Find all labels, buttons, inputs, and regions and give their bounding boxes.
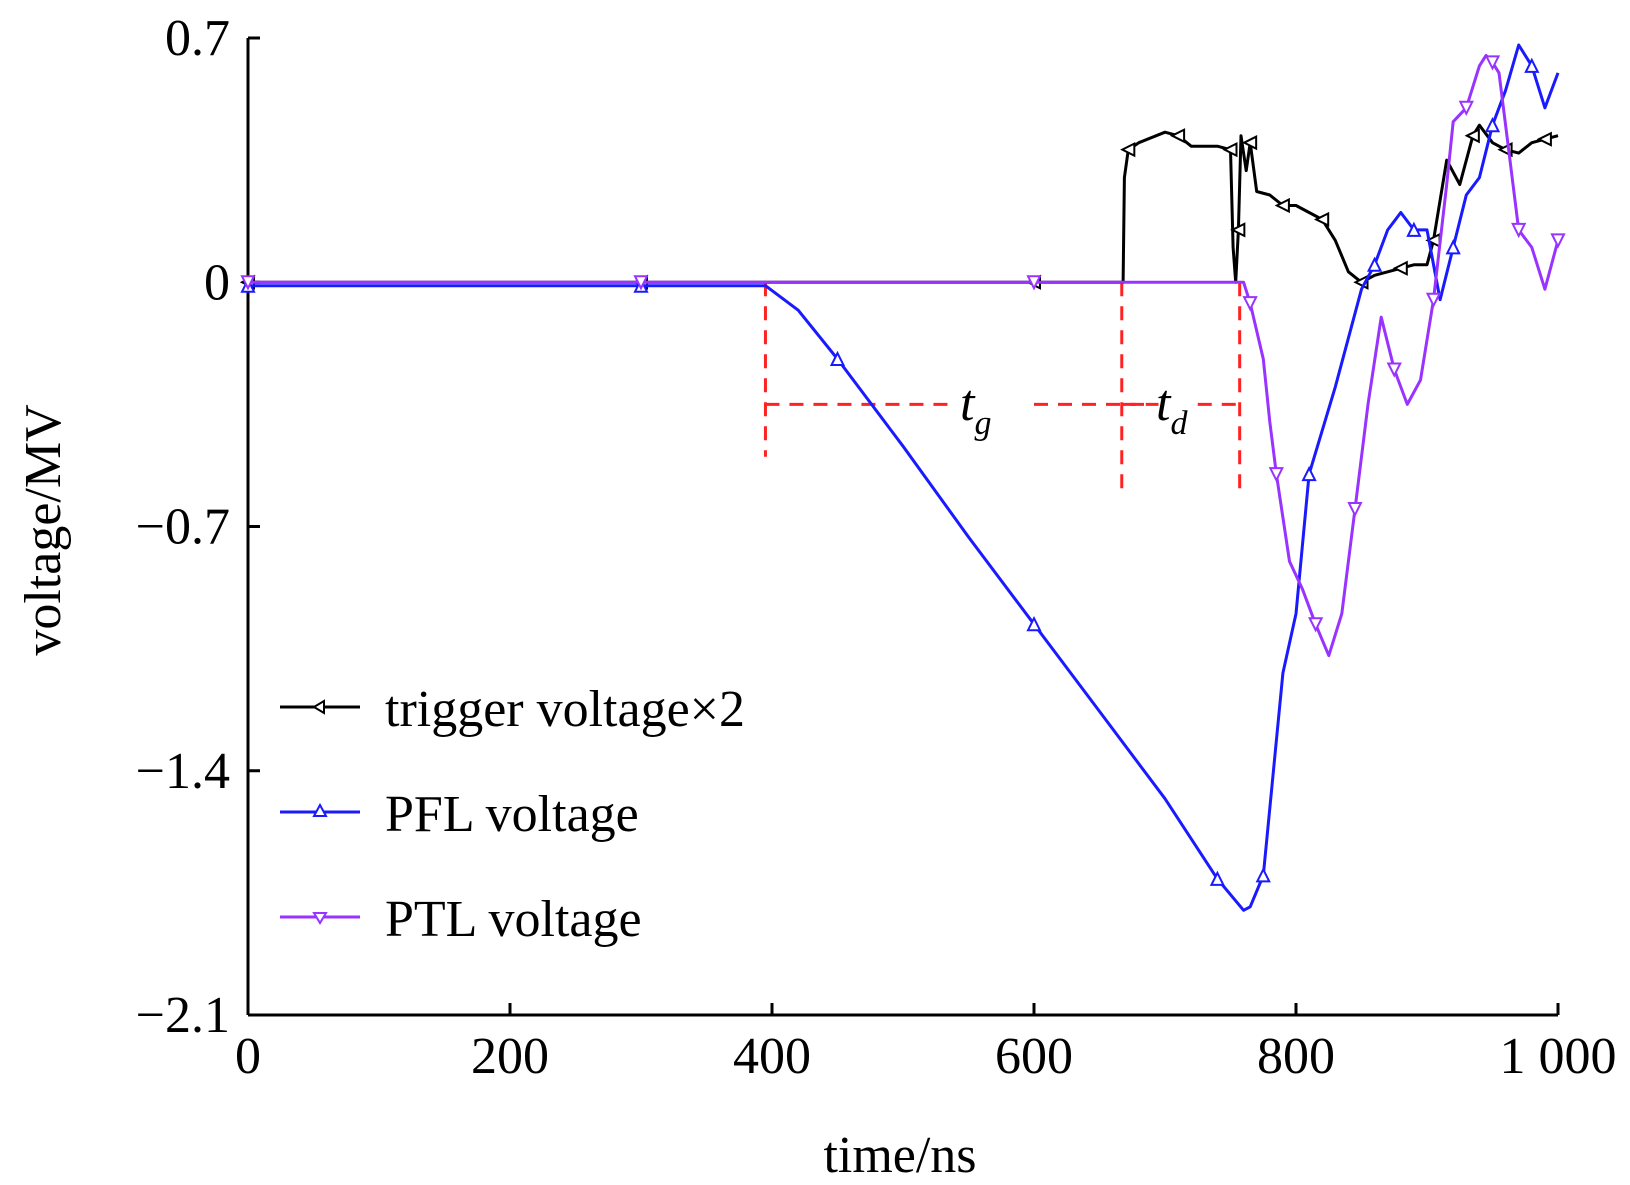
series-ptl xyxy=(240,53,1566,658)
data-point xyxy=(1242,296,1258,312)
data-point xyxy=(1026,615,1042,632)
data-point xyxy=(1268,467,1284,483)
data-point xyxy=(829,350,846,367)
data-point xyxy=(1255,867,1271,883)
series-line xyxy=(248,53,1560,658)
data-point xyxy=(1392,260,1408,276)
data-point xyxy=(1536,131,1552,147)
y-tick-label: −0.7 xyxy=(136,499,230,556)
legend-label-pfl: PFL voltage xyxy=(385,786,639,843)
tick-labels: 0 200 400 600 800 1 000 0.7 0 −0.7 −1.4 −2.1 xyxy=(136,10,1617,1085)
data-point xyxy=(1524,57,1540,73)
series-layer xyxy=(239,43,1566,912)
legend: trigger voltage×2 PFL voltage PTL voltag… xyxy=(280,681,745,948)
x-tick-label: 400 xyxy=(733,1028,811,1085)
annotation-td: td xyxy=(1156,375,1188,442)
data-point xyxy=(1458,100,1474,117)
data-point xyxy=(1425,292,1442,308)
data-point xyxy=(1484,116,1501,133)
y-tick-label: −1.4 xyxy=(136,743,230,800)
data-point xyxy=(1386,362,1402,378)
data-point xyxy=(1230,222,1246,238)
series-pfl xyxy=(240,43,1560,912)
data-point xyxy=(1209,870,1226,886)
series-line xyxy=(248,43,1560,912)
data-point xyxy=(633,275,649,291)
data-point xyxy=(240,275,256,291)
data-point xyxy=(1120,142,1136,158)
data-point xyxy=(1464,128,1480,144)
data-point xyxy=(1406,221,1422,237)
legend-label-trigger: trigger voltage×2 xyxy=(385,681,745,738)
y-axis-title: voltage/MV xyxy=(15,404,72,655)
legend-item-trigger: trigger voltage×2 xyxy=(280,681,745,738)
x-tick-label: 600 xyxy=(995,1028,1073,1085)
series-trigger xyxy=(239,123,1559,290)
y-tick-label: 0.7 xyxy=(165,10,230,67)
data-point xyxy=(1241,135,1258,151)
legend-marker-ptl xyxy=(312,912,328,925)
legend-marker-trigger xyxy=(312,699,325,715)
data-point xyxy=(1026,275,1042,291)
x-tick-label: 1 000 xyxy=(1500,1028,1617,1085)
series-line xyxy=(248,123,1559,284)
data-point xyxy=(1484,55,1501,71)
data-point xyxy=(1308,617,1324,633)
data-point xyxy=(1313,211,1330,228)
data-point xyxy=(1274,197,1290,214)
data-point xyxy=(1347,502,1363,518)
axes xyxy=(246,36,1560,1017)
x-tick-label: 0 xyxy=(235,1028,261,1085)
data-point xyxy=(1550,233,1566,249)
data-point xyxy=(1511,222,1527,239)
guide-lines xyxy=(763,282,1242,492)
annotation-tg: tg xyxy=(960,375,991,442)
data-point xyxy=(1301,465,1317,482)
x-axis-title: time/ns xyxy=(823,1127,976,1184)
x-tick-label: 800 xyxy=(1257,1028,1335,1085)
data-point xyxy=(1222,142,1238,158)
legend-marker-pfl xyxy=(312,802,328,817)
data-point xyxy=(1366,256,1383,272)
y-tick-label: −2.1 xyxy=(136,987,230,1044)
data-point xyxy=(1445,239,1461,255)
legend-label-ptl: PTL voltage xyxy=(385,891,642,948)
data-point xyxy=(1169,128,1186,144)
legend-item-ptl: PTL voltage xyxy=(280,891,642,948)
legend-item-pfl: PFL voltage xyxy=(280,786,639,843)
x-tick-label: 200 xyxy=(471,1028,549,1085)
y-tick-label: 0 xyxy=(204,254,230,311)
